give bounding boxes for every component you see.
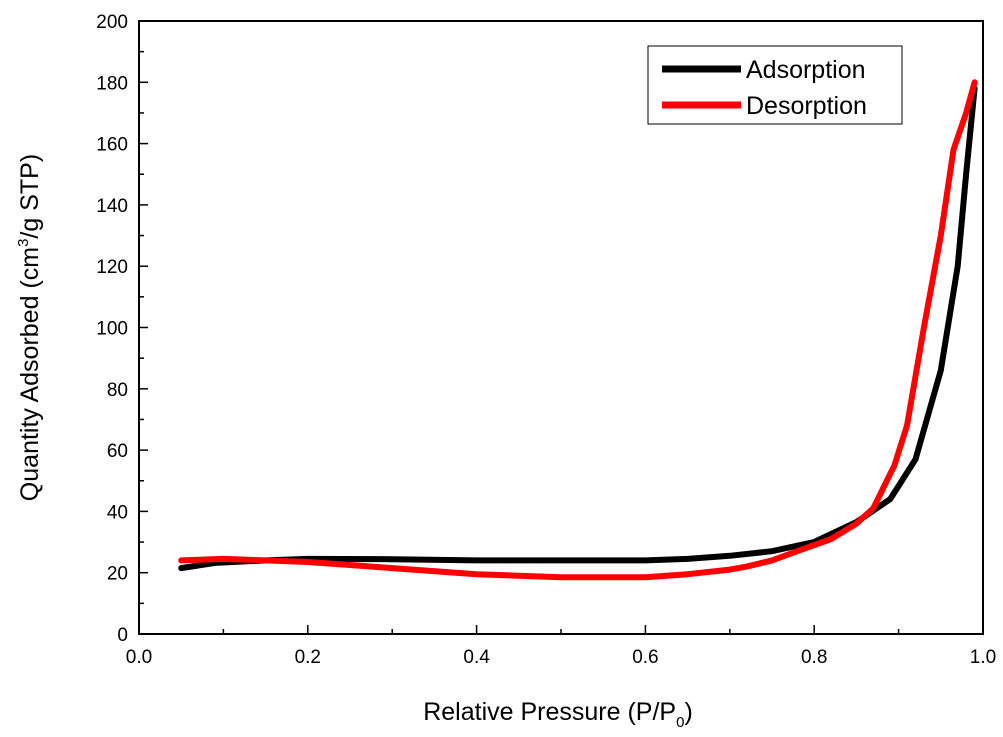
y-tick-label: 160 [96,135,128,156]
tick-labels: 0.0 0.2 0.4 0.6 0.8 1.0 0 20 40 60 80 100 120 140 160 1… [96,12,996,668]
y-tick-label: 200 [96,12,128,33]
series-lines [178,79,978,581]
y-tick-label: 140 [96,196,128,217]
x-tick-label: 0.6 [632,647,658,668]
y-tick-label: 80 [107,380,128,401]
y-tick-label: 100 [96,319,128,340]
y-tick-label: 180 [96,73,128,94]
legend-label-desorption: Desorption [746,92,867,120]
x-tick-label: 0.2 [295,647,321,668]
x-tick-label: 0.4 [463,647,490,668]
x-tick-label: 1.0 [970,647,996,668]
series-line-desorption [178,79,978,581]
y-axis-title-superscript: 3 [15,239,32,247]
x-tick-label: 0.8 [801,647,827,668]
y-tick-label: 40 [107,502,128,523]
y-tick-label: 120 [96,257,128,278]
x-axis-title: Relative Pressure (P/P0) [423,698,693,731]
series-line-adsorption [178,85,978,572]
y-tick-label: 0 [117,625,128,646]
y-tick-label: 20 [107,564,128,585]
plot-frame [138,20,984,635]
y-tick-label: 60 [107,441,128,462]
x-tick-label: 0.0 [126,647,152,668]
x-axis-title-subscript: 0 [676,714,684,731]
legend-box [647,45,903,125]
legend-label-adsorption: Adsorption [746,56,866,84]
y-axis-title: Quantity Adsorbed (cm3/g STP) [15,154,44,501]
legend: Adsorption Desorption [647,45,903,125]
